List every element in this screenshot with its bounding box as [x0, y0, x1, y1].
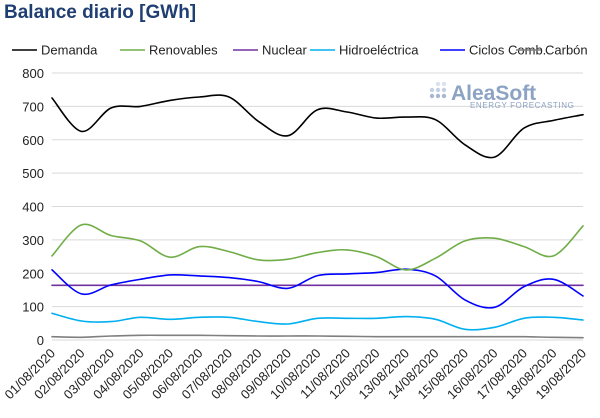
legend-label: Demanda — [41, 43, 98, 58]
series-line-demanda — [51, 94, 584, 159]
legend-label: Nuclear — [262, 43, 307, 58]
series-line-ciclos-comb — [51, 268, 584, 309]
y-tick-label: 0 — [37, 333, 44, 348]
legend-label: Ciclos Comb. — [469, 43, 546, 58]
logo-dots-icon — [429, 81, 447, 99]
y-tick-label: 300 — [22, 233, 44, 248]
y-tick-label: 100 — [22, 300, 44, 315]
series-group — [51, 94, 584, 339]
y-tick-label: 700 — [22, 99, 44, 114]
y-axis: 0 100 200 300 400 500 600 700 800 — [22, 66, 44, 348]
y-tick-label: 500 — [22, 166, 44, 181]
legend: Demanda Renovables Nuclear Hidroeléctrica Ci… — [12, 43, 588, 58]
chart-title: Balance diario [GWh] — [4, 2, 197, 23]
series-line-renovables — [51, 223, 584, 271]
series-line-hidroel-ctrica — [51, 312, 584, 331]
legend-label: Carbón — [545, 43, 588, 58]
y-tick-label: 400 — [22, 200, 44, 215]
y-tick-label: 800 — [22, 66, 44, 81]
logo-name: AleaSoft — [451, 82, 536, 105]
y-tick-label: 200 — [22, 266, 44, 281]
grid — [52, 72, 583, 341]
y-tick-label: 600 — [22, 133, 44, 148]
logo-tagline: ENERGY FORECASTING — [470, 101, 574, 110]
x-axis: 01/08/202002/08/202003/08/202004/08/2020… — [1, 346, 589, 403]
legend-label: Hidroeléctrica — [339, 43, 419, 58]
legend-label: Renovables — [149, 43, 218, 58]
logo: AleaSoft ENERGY FORECASTING — [429, 81, 574, 110]
series-line-carb-n — [51, 334, 584, 339]
